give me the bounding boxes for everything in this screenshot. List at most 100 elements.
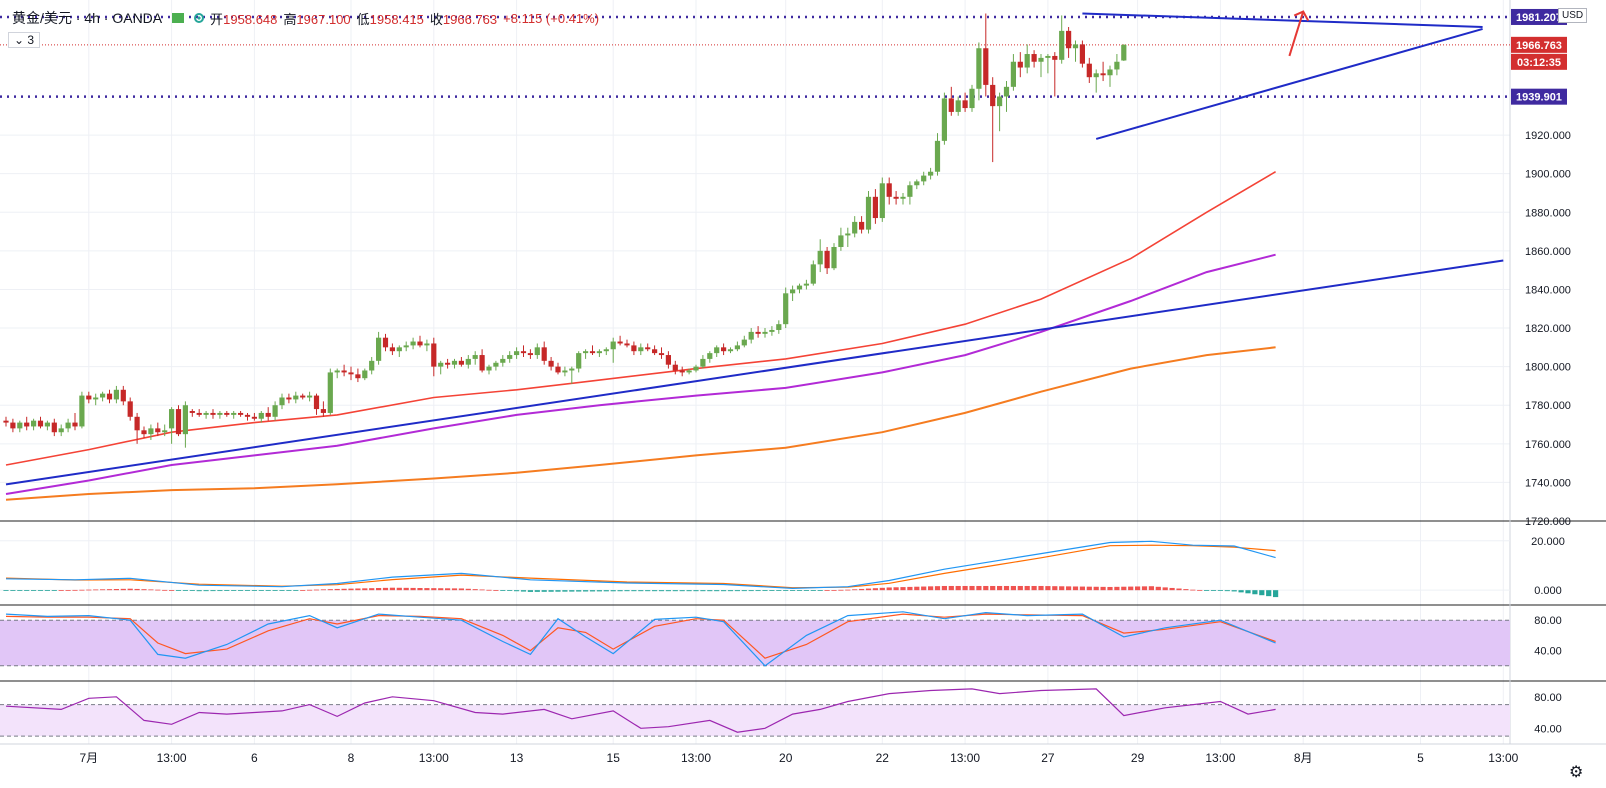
macd-histogram-bar — [734, 590, 740, 592]
candle-body — [686, 370, 692, 373]
green-flag-icon[interactable] — [172, 13, 185, 23]
trendline — [1095, 27, 1483, 140]
candle-body — [203, 412, 209, 415]
macd-histogram-bar — [3, 590, 9, 591]
macd-histogram-bar — [721, 590, 727, 592]
candle-body — [962, 100, 968, 109]
macd-histogram-bar — [1072, 586, 1079, 591]
macd-histogram-bar — [348, 588, 354, 591]
macd-histogram-bar — [1045, 586, 1051, 591]
macd-histogram-bar — [810, 590, 816, 591]
high-label: 高 — [283, 11, 297, 27]
macd-histogram-bar — [320, 589, 326, 591]
macd-histogram-bar — [638, 590, 644, 592]
candle-body — [603, 349, 609, 352]
time-tick-label: 13:00 — [950, 751, 980, 765]
macd-histogram-bar — [790, 590, 796, 591]
time-tick-label: 13:00 — [157, 751, 187, 765]
gear-icon[interactable]: ⚙ — [1569, 764, 1584, 781]
candle-body — [748, 331, 754, 340]
candle-body — [410, 341, 416, 346]
macd-histogram-bar — [1266, 590, 1272, 597]
time-tick-label: 29 — [1131, 751, 1145, 765]
candle-body — [486, 366, 492, 371]
stoch-tick-label: 80.00 — [1534, 615, 1562, 627]
price-tick-label: 1920.000 — [1525, 130, 1571, 142]
candle-body — [714, 347, 720, 354]
macd-histogram-bar — [1210, 590, 1217, 591]
change-value: +8.115 (+0.41%) — [503, 10, 600, 26]
price-tick-label: 1720.000 — [1525, 516, 1571, 528]
candle-body — [941, 98, 947, 141]
macd-histogram-bar — [583, 590, 589, 592]
macd-histogram-bar — [1003, 585, 1010, 591]
macd-histogram-bar — [120, 588, 126, 591]
macd-histogram-bar — [990, 585, 996, 591]
macd-histogram-bar — [769, 590, 775, 591]
price-label-box — [1511, 53, 1567, 70]
macd-histogram-bar — [479, 589, 485, 591]
macd-histogram-bar — [224, 590, 230, 591]
macd-histogram-bar — [1204, 590, 1210, 591]
macd-histogram-bar — [783, 590, 789, 591]
candle-body — [51, 422, 57, 433]
macd-histogram-bar — [286, 590, 292, 591]
rsi-band — [0, 704, 1510, 737]
candle-body — [44, 422, 50, 427]
price-tick-label: 1760.000 — [1525, 439, 1571, 451]
macd-histogram-bar — [493, 590, 499, 591]
macd-histogram-bar — [196, 590, 202, 592]
candle-body — [790, 289, 796, 294]
candle-body — [472, 355, 478, 359]
candle-body — [665, 355, 671, 365]
candle-body — [362, 370, 368, 379]
candle-body — [983, 48, 989, 85]
candle-body — [479, 355, 485, 371]
trendline — [5, 259, 1504, 486]
macd-histogram-bar — [686, 590, 692, 592]
candle-body — [569, 368, 575, 371]
candle-body — [1010, 61, 1016, 87]
low-value: 1958.415 — [369, 11, 424, 27]
price-label-box — [1511, 8, 1567, 25]
candle-body — [769, 329, 775, 332]
time-tick-label: 7月 — [79, 751, 98, 765]
macd-histogram-bar — [113, 589, 119, 591]
macd-histogram-bar — [555, 590, 561, 592]
macd-histogram-bar — [1038, 585, 1044, 591]
macd-histogram-bar — [148, 589, 154, 591]
candle-body — [1107, 69, 1113, 76]
candle-body — [300, 395, 306, 398]
macd-histogram-bar — [624, 590, 630, 592]
candle-body — [934, 140, 941, 172]
macd-histogram-bar — [693, 590, 699, 592]
stoch-tick-label: 40.00 — [1534, 646, 1562, 658]
macd-histogram-bar — [1093, 586, 1099, 591]
macd-histogram-bar — [617, 590, 623, 592]
time-tick-label: 13:00 — [1205, 751, 1235, 765]
currency-label[interactable]: USD — [1558, 8, 1588, 23]
macd-histogram-bar — [679, 590, 685, 592]
macd-histogram-bar — [900, 587, 906, 591]
macd-histogram-bar — [631, 590, 637, 592]
time-tick-label: 5 — [1417, 751, 1424, 765]
indicator-collapse-button[interactable]: ⌄ 3 — [8, 32, 41, 48]
macd-tick-label: 20.000 — [1531, 536, 1565, 548]
target-dot-icon[interactable] — [194, 13, 205, 23]
candle-body — [155, 428, 161, 433]
macd-histogram-bar — [396, 587, 402, 591]
candle-body — [845, 233, 851, 236]
symbol-title[interactable]: 黄金/美元 · 4h · OANDA — [12, 10, 163, 26]
macd-histogram-bar — [1197, 589, 1203, 591]
candle-body — [624, 343, 630, 346]
macd-histogram-bar — [403, 587, 409, 591]
macd-histogram-bar — [1259, 590, 1265, 596]
candle-body — [589, 351, 596, 354]
macd-histogram-bar — [438, 588, 444, 591]
macd-histogram-bar — [879, 587, 885, 591]
candle-body — [265, 412, 271, 417]
candle-body — [700, 358, 706, 367]
candle-body — [320, 409, 326, 413]
macd-histogram-bar — [1231, 590, 1237, 592]
